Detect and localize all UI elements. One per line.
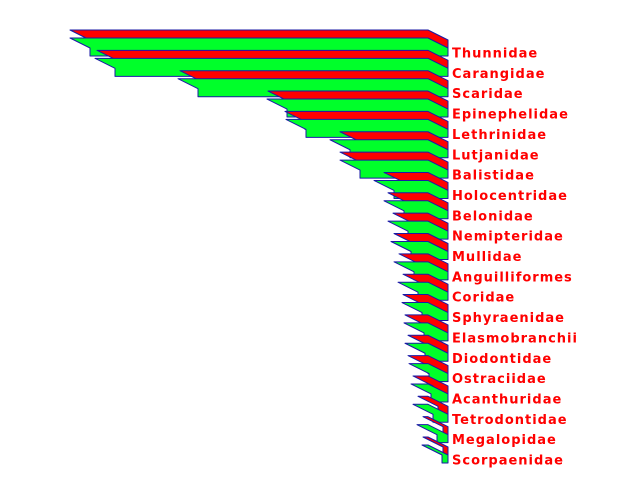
category-label: Lutjanidae bbox=[452, 148, 540, 163]
category-label: Balistidae bbox=[452, 169, 535, 184]
category-label: Anguilliformes bbox=[452, 270, 573, 285]
category-label: Thunnidae bbox=[452, 47, 538, 62]
category-label: Belonidae bbox=[452, 209, 534, 224]
category-label: Diodontidae bbox=[452, 352, 552, 367]
bar bbox=[383, 200, 449, 220]
category-label: Carangidae bbox=[452, 67, 545, 82]
category-label: Scaridae bbox=[452, 87, 524, 102]
category-label: Holocentridae bbox=[452, 189, 568, 204]
bar bbox=[412, 403, 449, 423]
category-label: Nemipteridae bbox=[452, 230, 564, 245]
category-label: Ostraciidae bbox=[452, 372, 547, 387]
bar bbox=[387, 220, 449, 240]
bar bbox=[408, 363, 449, 383]
bar bbox=[401, 302, 449, 322]
category-label: Elasmobranchii bbox=[452, 331, 578, 346]
category-label: Tetrodontidae bbox=[452, 413, 568, 428]
bar bbox=[421, 444, 449, 464]
category-label: Sphyraenidae bbox=[452, 311, 565, 326]
category-label: Coridae bbox=[452, 291, 515, 306]
category-label: Lethrinidae bbox=[452, 128, 547, 143]
category-label: Scorpaenidae bbox=[452, 454, 564, 469]
category-label: Mullidae bbox=[452, 250, 522, 265]
bar bbox=[403, 322, 449, 342]
bar bbox=[393, 261, 449, 281]
bar bbox=[404, 342, 449, 362]
category-label: Acanthuridae bbox=[452, 392, 562, 407]
bar bbox=[410, 383, 449, 403]
bar bbox=[397, 281, 449, 301]
bar bbox=[390, 241, 449, 260]
category-label: Epinephelidae bbox=[452, 108, 569, 123]
category-label: Megalopidae bbox=[452, 433, 557, 448]
bar bbox=[416, 424, 449, 444]
